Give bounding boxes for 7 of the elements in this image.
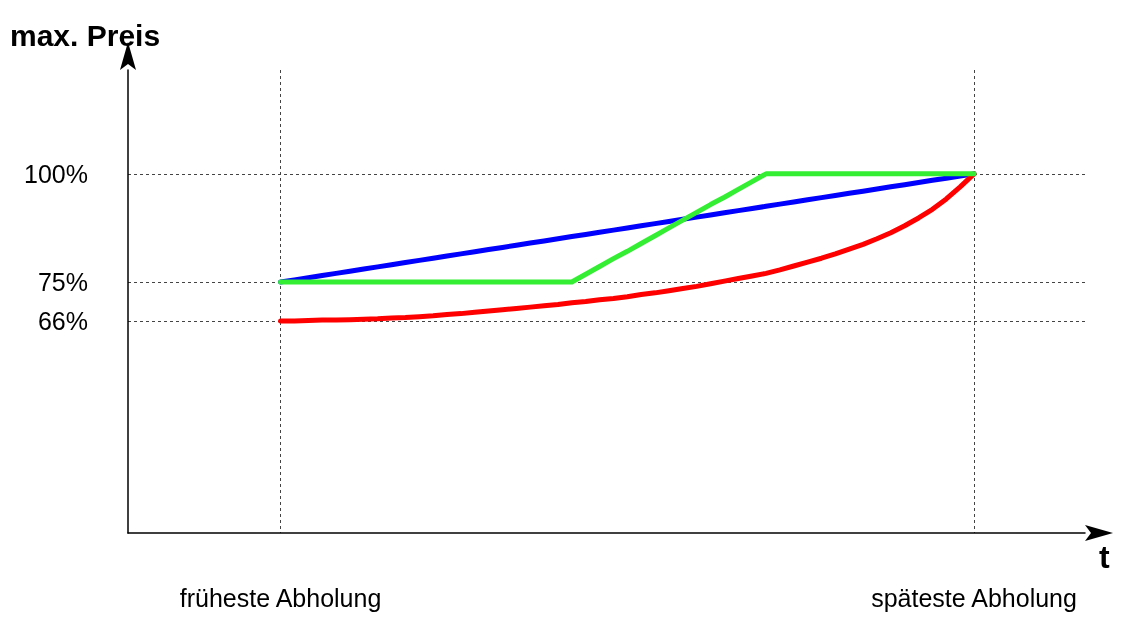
x-axis-title: t (1099, 539, 1110, 575)
y-tick-label: 100% (24, 159, 88, 188)
y-axis-title: max. Preis (10, 18, 161, 52)
y-tick-label: 66% (37, 306, 88, 335)
x-tick-label: späteste Abholung (871, 583, 1077, 612)
y-tick-label: 75% (37, 268, 88, 297)
x-tick-label: früheste Abholung (179, 583, 382, 612)
